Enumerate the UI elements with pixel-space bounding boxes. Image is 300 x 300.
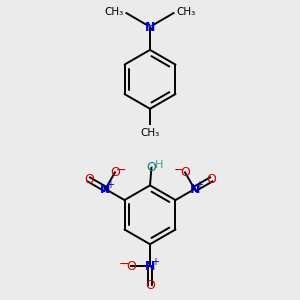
Text: N: N (100, 182, 111, 196)
Text: O: O (84, 173, 94, 186)
Text: −: − (119, 257, 130, 271)
Text: N: N (145, 260, 155, 273)
Text: O: O (126, 260, 136, 273)
Text: O: O (206, 173, 216, 186)
Text: O: O (110, 166, 120, 179)
Text: −: − (173, 164, 184, 177)
Text: N: N (145, 21, 155, 34)
Text: N: N (189, 182, 200, 196)
Text: CH₃: CH₃ (140, 128, 160, 138)
Text: O: O (146, 161, 156, 174)
Text: CH₃: CH₃ (104, 7, 124, 17)
Text: H: H (154, 160, 163, 170)
Text: +: + (195, 180, 203, 190)
Text: O: O (180, 166, 190, 179)
Text: +: + (151, 257, 159, 268)
Text: +: + (106, 180, 114, 190)
Text: −: − (116, 164, 127, 177)
Text: CH₃: CH₃ (176, 7, 196, 17)
Text: O: O (145, 279, 155, 292)
